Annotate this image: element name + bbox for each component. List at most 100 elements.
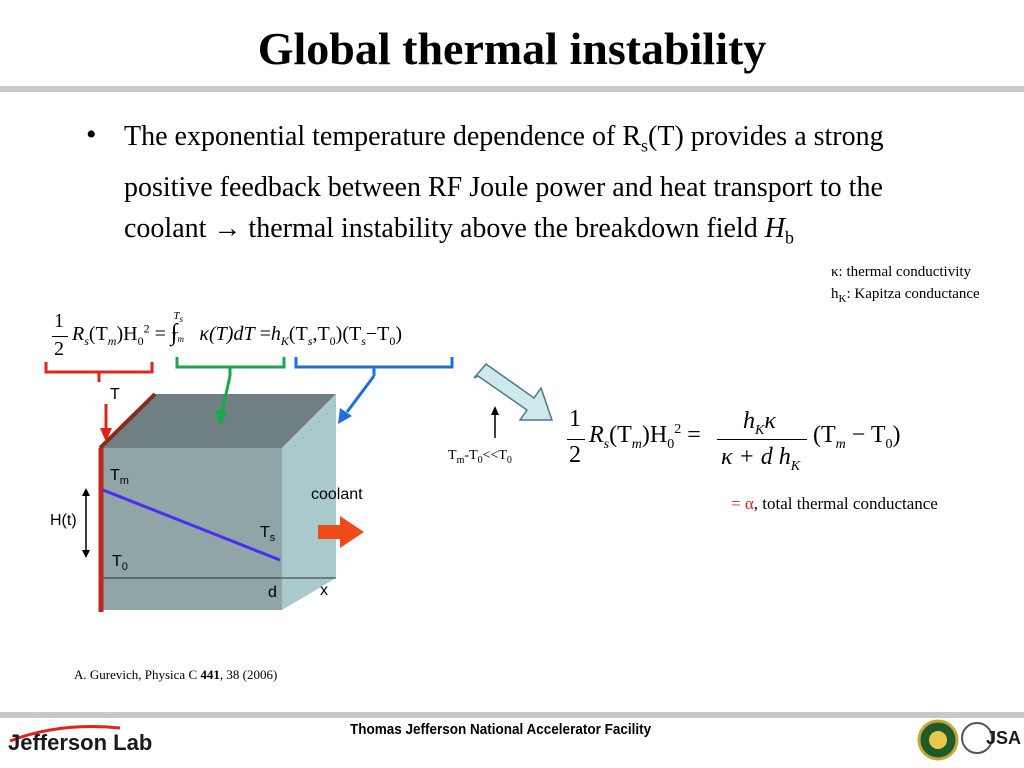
alpha-equals: = bbox=[731, 494, 745, 513]
eq1-limits: Ts Tm bbox=[171, 310, 199, 344]
alpha-note: = α, total thermal conductance bbox=[731, 494, 938, 514]
eq1-integrand: κ(T)dT bbox=[199, 323, 255, 345]
citation-suffix: , 38 (2006) bbox=[219, 667, 278, 682]
rf-surface-top-edge bbox=[98, 392, 157, 450]
footer-organization: Thomas Jefferson National Accelerator Fa… bbox=[350, 721, 652, 738]
eq1-integral-sign: ∫ bbox=[170, 320, 178, 346]
eq2-rhs-minus: − T bbox=[845, 422, 886, 448]
citation-prefix: A. Gurevich, Physica C bbox=[74, 667, 201, 682]
eq2-fraction-bar bbox=[567, 439, 585, 440]
eq1-body: Rs(Tm)H02 = ∫ Ts Tm κ(T)dT =hK(Ts,T0)(Ts−T0… bbox=[72, 310, 403, 349]
blue-pointer-line bbox=[345, 375, 376, 413]
citation: A. Gurevich, Physica C 441, 38 (2006) bbox=[74, 667, 277, 683]
eq1-lower-limit: T bbox=[171, 330, 178, 342]
eq2-Tm: (T bbox=[609, 422, 632, 448]
eq1-Ts2-sub: s bbox=[361, 334, 366, 348]
eq2-Tm-sub: m bbox=[631, 436, 642, 452]
doe-seal-center-icon bbox=[929, 731, 947, 749]
eq2-num-h: h bbox=[743, 408, 755, 434]
eq2-rhs-Tm: (T bbox=[813, 422, 836, 448]
jsa-logo-text: JSA bbox=[986, 728, 1022, 748]
hk-note: hK: Kapitza conductance bbox=[831, 284, 980, 310]
eq1-lower-limit-sub: m bbox=[177, 334, 185, 345]
figure-Tm-sub: m bbox=[119, 475, 129, 488]
blue-pointer-arrow-icon bbox=[338, 408, 352, 424]
bullet-marker: • bbox=[86, 118, 97, 151]
eq1-H0: )H bbox=[116, 323, 138, 345]
figure-T0: T bbox=[112, 553, 122, 570]
bullet-part-3: thermal instability above the breakdown … bbox=[241, 212, 765, 244]
hk-note-text: : Kapitza conductance bbox=[846, 286, 980, 302]
approx-m-sub: m bbox=[456, 454, 465, 466]
eq1-T0: ,T bbox=[312, 323, 330, 345]
slab-front-face bbox=[100, 448, 282, 610]
figure-Ts-sub: s bbox=[269, 532, 276, 545]
eq1-close: ) bbox=[395, 323, 403, 345]
eq2-rhs-close: ) bbox=[892, 422, 901, 448]
bullet-sub-s: s bbox=[641, 135, 649, 156]
eq1-hK: h bbox=[270, 323, 281, 345]
eq1-hK-sub: K bbox=[280, 334, 289, 348]
coolant-arrow-icon bbox=[340, 516, 364, 548]
eq2-half-numerator: 1 bbox=[569, 406, 581, 432]
equation-energy-balance: 1 2 Rs(Tm)H02 = ∫ Ts Tm κ(T)dT =hK(Ts,T0)(T… bbox=[50, 310, 470, 366]
eq1-H0-sup: 2 bbox=[143, 321, 150, 336]
eq1-equals: = bbox=[154, 323, 166, 345]
slide-title: Global thermal instability bbox=[257, 23, 767, 74]
approx-0-sub: 0 bbox=[477, 454, 483, 466]
eq2-den-K: K bbox=[790, 458, 801, 474]
eq1-args-open: (T bbox=[288, 323, 308, 345]
approx-minus: -T bbox=[464, 448, 478, 463]
eq1-half-denominator: 2 bbox=[54, 338, 64, 360]
eq2-main-fraction-bar bbox=[717, 439, 807, 440]
slab-top-face bbox=[100, 394, 336, 448]
eq1-R: R bbox=[72, 323, 85, 345]
approx-relation: <<T bbox=[482, 448, 507, 463]
eq1-fraction-bar bbox=[52, 336, 68, 337]
eq2-rhs: (Tm − T0) bbox=[813, 422, 901, 453]
eq1-args-close: )(T bbox=[335, 323, 362, 345]
hk-note-h: h bbox=[831, 286, 839, 302]
title-divider bbox=[0, 86, 1024, 92]
figure-label-T0: T0 bbox=[112, 553, 128, 573]
figure-label-coolant: coolant bbox=[311, 486, 363, 503]
alpha-description: , total thermal conductance bbox=[753, 494, 938, 513]
red-pointer-arrow-icon bbox=[100, 428, 112, 442]
approx-up-arrow-icon bbox=[491, 406, 499, 415]
figure-Ts: T bbox=[260, 524, 270, 541]
coolant-arrow-body bbox=[318, 525, 340, 539]
eq2-half-denominator: 2 bbox=[569, 442, 581, 468]
eq2-lhs: Rs(Tm)H02 = bbox=[589, 422, 701, 453]
eq2-H0: )H bbox=[641, 422, 668, 448]
eq1-half-numerator: 1 bbox=[54, 310, 64, 332]
approx-condition: Tm-T0<<T0 bbox=[448, 448, 512, 466]
green-pointer-arrow-icon bbox=[215, 410, 228, 426]
eq2-rhs-m-sub: m bbox=[835, 436, 846, 452]
implies-arrow-icon: → bbox=[213, 212, 242, 244]
eq1-upper-limit: T bbox=[173, 310, 180, 322]
approx-0-sub-2: 0 bbox=[506, 454, 512, 466]
bracket-red bbox=[44, 362, 154, 374]
eq2-H0-sup: 2 bbox=[674, 422, 682, 437]
bullet-text: The exponential temperature dependence o… bbox=[124, 116, 954, 258]
eq1-H0-sub: 0 bbox=[137, 334, 144, 348]
figure-label-x: x bbox=[320, 582, 328, 599]
eq2-den: κ + d h bbox=[721, 444, 791, 470]
jlab-swoosh-icon bbox=[9, 725, 121, 743]
bracket-blue bbox=[294, 357, 454, 369]
figure-label-Ts: Ts bbox=[260, 524, 275, 544]
eq1-T0-sub: 0 bbox=[329, 334, 336, 348]
breakdown-field-sub: b bbox=[784, 227, 794, 248]
footer-divider bbox=[0, 712, 1024, 718]
eq2-num-kappa: κ bbox=[764, 408, 776, 434]
approx-Tm: T bbox=[448, 448, 457, 463]
height-arrow-up-icon bbox=[82, 488, 90, 496]
eq1-upper-limit-sub: s bbox=[179, 314, 184, 325]
eq1-equals-2: = bbox=[259, 323, 271, 345]
eq1-Ts-sub: s bbox=[307, 334, 313, 348]
eq2-numerator: hKκ bbox=[743, 408, 776, 439]
figure-label-d: d bbox=[268, 584, 277, 601]
eq2-H0-sub: 0 bbox=[667, 436, 675, 452]
slab-side-face bbox=[282, 394, 336, 610]
